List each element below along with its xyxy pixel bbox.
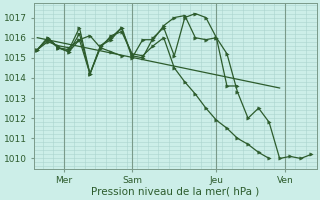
X-axis label: Pression niveau de la mer( hPa ): Pression niveau de la mer( hPa ) (91, 187, 260, 197)
